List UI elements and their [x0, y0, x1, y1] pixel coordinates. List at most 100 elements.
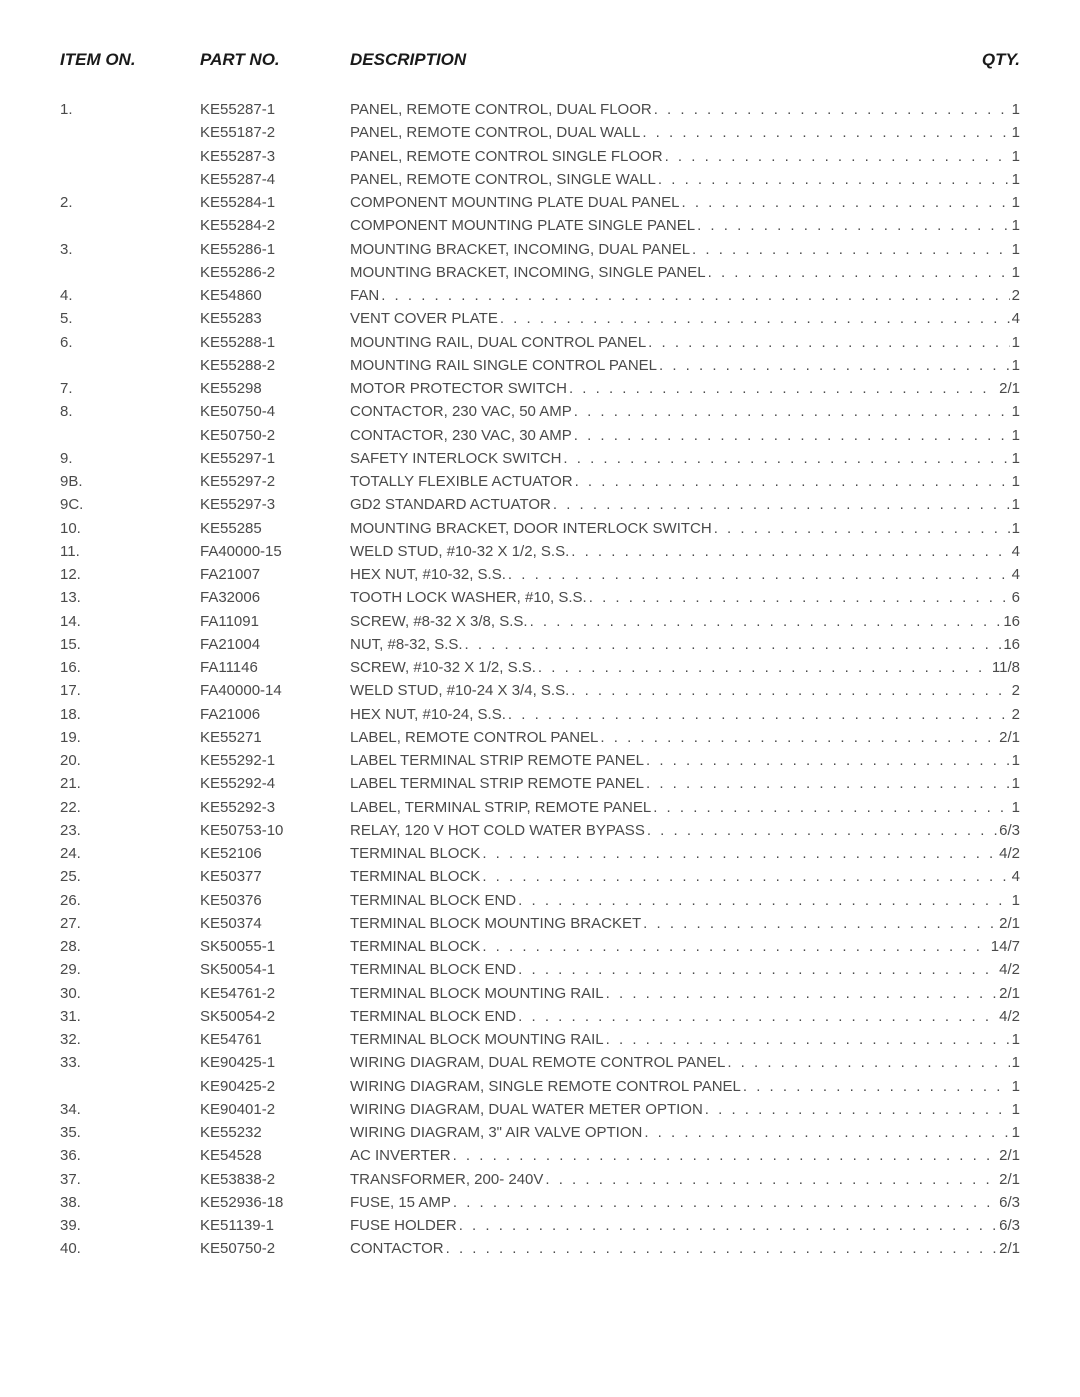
cell-desc-qty: MOTOR PROTECTOR SWITCH 2/1 [350, 377, 1020, 400]
table-row: 21.KE55292-4LABEL TERMINAL STRIP REMOTE … [60, 772, 1020, 795]
table-row: 8.KE50750-4CONTACTOR, 230 VAC, 50 AMP 1 [60, 400, 1020, 423]
leader-dots [646, 749, 1010, 772]
cell-part: KE90425-1 [200, 1051, 350, 1074]
cell-part: KE55288-1 [200, 331, 350, 354]
table-row: 11.FA40000-15WELD STUD, #10-32 X 1/2, S.… [60, 540, 1020, 563]
desc-text: TERMINAL BLOCK END [350, 1005, 516, 1028]
cell-item: 39. [60, 1214, 200, 1237]
leader-dots [658, 168, 1010, 191]
cell-desc-qty: LABEL TERMINAL STRIP REMOTE PANEL 1 [350, 772, 1020, 795]
table-row: 27.KE50374TERMINAL BLOCK MOUNTING BRACKE… [60, 912, 1020, 935]
cell-item: 12. [60, 563, 200, 586]
cell-item [60, 214, 200, 237]
cell-part: KE55287-3 [200, 145, 350, 168]
cell-desc-qty: LABEL, REMOTE CONTROL PANEL 2/1 [350, 726, 1020, 749]
desc-text: SCREW, #8-32 X 3/8, S.S. [350, 610, 528, 633]
cell-part: KE50374 [200, 912, 350, 935]
desc-text: WIRING DIAGRAM, SINGLE REMOTE CONTROL PA… [350, 1075, 741, 1098]
cell-part: FA21004 [200, 633, 350, 656]
cell-item: 19. [60, 726, 200, 749]
cell-part: FA40000-15 [200, 540, 350, 563]
cell-desc-qty: HEX NUT, #10-24, S.S. 2 [350, 703, 1020, 726]
desc-text: TERMINAL BLOCK MOUNTING BRACKET [350, 912, 641, 935]
qty-text: 1 [1012, 424, 1020, 447]
qty-text: 2 [1012, 284, 1020, 307]
header-item: ITEM ON. [60, 50, 200, 70]
qty-text: 1 [1012, 517, 1020, 540]
cell-part: KE52106 [200, 842, 350, 865]
qty-text: 1 [1012, 772, 1020, 795]
leader-dots [575, 470, 1010, 493]
cell-part: KE55292-1 [200, 749, 350, 772]
qty-text: 2 [1012, 703, 1020, 726]
cell-part: FA21007 [200, 563, 350, 586]
desc-text: WIRING DIAGRAM, DUAL REMOTE CONTROL PANE… [350, 1051, 725, 1074]
leader-dots [692, 238, 1010, 261]
desc-text: TERMINAL BLOCK MOUNTING RAIL [350, 982, 604, 1005]
desc-text: WIRING DIAGRAM, 3" AIR VALVE OPTION [350, 1121, 642, 1144]
qty-text: 1 [1012, 1075, 1020, 1098]
cell-item: 33. [60, 1051, 200, 1074]
qty-text: 1 [1012, 121, 1020, 144]
desc-text: MOUNTING BRACKET, INCOMING, SINGLE PANEL [350, 261, 706, 284]
cell-desc-qty: TERMINAL BLOCK END 4/2 [350, 1005, 1020, 1028]
desc-text: MOUNTING RAIL SINGLE CONTROL PANEL [350, 354, 657, 377]
table-row: 38.KE52936-18FUSE, 15 AMP 6/3 [60, 1191, 1020, 1214]
qty-text: 1 [1012, 191, 1020, 214]
table-body: 1.KE55287-1PANEL, REMOTE CONTROL, DUAL F… [60, 98, 1020, 1261]
table-row: 2.KE55284-1COMPONENT MOUNTING PLATE DUAL… [60, 191, 1020, 214]
desc-text: TOTALLY FLEXIBLE ACTUATOR [350, 470, 573, 493]
qty-text: 4 [1012, 865, 1020, 888]
leader-dots [648, 331, 1010, 354]
cell-part: KE55232 [200, 1121, 350, 1144]
desc-text: PANEL, REMOTE CONTROL, SINGLE WALL [350, 168, 656, 191]
desc-text: MOUNTING BRACKET, INCOMING, DUAL PANEL [350, 238, 690, 261]
cell-item: 32. [60, 1028, 200, 1051]
cell-item [60, 261, 200, 284]
qty-text: 1 [1012, 493, 1020, 516]
cell-item: 28. [60, 935, 200, 958]
table-row: 36.KE54528AC INVERTER 2/1 [60, 1144, 1020, 1167]
desc-text: PANEL, REMOTE CONTROL SINGLE FLOOR [350, 145, 663, 168]
cell-part: KE50753-10 [200, 819, 350, 842]
cell-item: 14. [60, 610, 200, 633]
desc-text: TOOTH LOCK WASHER, #10, S.S. [350, 586, 587, 609]
cell-part: KE55292-4 [200, 772, 350, 795]
cell-desc-qty: WIRING DIAGRAM, 3" AIR VALVE OPTION 1 [350, 1121, 1020, 1144]
cell-part: KE55187-2 [200, 121, 350, 144]
desc-text: TERMINAL BLOCK [350, 842, 480, 865]
cell-desc-qty: TOTALLY FLEXIBLE ACTUATOR 1 [350, 470, 1020, 493]
cell-item: 25. [60, 865, 200, 888]
desc-text: MOUNTING RAIL, DUAL CONTROL PANEL [350, 331, 646, 354]
desc-text: CONTACTOR [350, 1237, 444, 1260]
cell-desc-qty: RELAY, 120 V HOT COLD WATER BYPASS 6/3 [350, 819, 1020, 842]
cell-part: KE50377 [200, 865, 350, 888]
leader-dots [574, 400, 1010, 423]
table-row: 26.KE50376TERMINAL BLOCK END 1 [60, 889, 1020, 912]
leader-dots [642, 121, 1009, 144]
cell-part: KE55283 [200, 307, 350, 330]
qty-text: 16 [1003, 633, 1020, 656]
cell-item: 8. [60, 400, 200, 423]
cell-desc-qty: TOOTH LOCK WASHER, #10, S.S. 6 [350, 586, 1020, 609]
table-row: 4.KE54860FAN 2 [60, 284, 1020, 307]
qty-text: 6/3 [999, 1214, 1020, 1237]
qty-text: 1 [1012, 331, 1020, 354]
cell-item: 2. [60, 191, 200, 214]
table-row: 6.KE55288-1MOUNTING RAIL, DUAL CONTROL P… [60, 331, 1020, 354]
cell-item: 23. [60, 819, 200, 842]
table-header: ITEM ON. PART NO. DESCRIPTION QTY. [60, 50, 1020, 70]
table-row: 33.KE90425-1WIRING DIAGRAM, DUAL REMOTE … [60, 1051, 1020, 1074]
cell-item: 34. [60, 1098, 200, 1121]
cell-part: FA11146 [200, 656, 350, 679]
qty-text: 1 [1012, 1121, 1020, 1144]
table-row: KE50750-2CONTACTOR, 230 VAC, 30 AMP 1 [60, 424, 1020, 447]
qty-text: 1 [1012, 261, 1020, 284]
cell-part: KE55284-2 [200, 214, 350, 237]
cell-part: KE55297-1 [200, 447, 350, 470]
qty-text: 1 [1012, 354, 1020, 377]
qty-text: 1 [1012, 214, 1020, 237]
cell-part: SK50054-2 [200, 1005, 350, 1028]
cell-desc-qty: TERMINAL BLOCK MOUNTING BRACKET 2/1 [350, 912, 1020, 935]
table-row: 35.KE55232WIRING DIAGRAM, 3" AIR VALVE O… [60, 1121, 1020, 1144]
